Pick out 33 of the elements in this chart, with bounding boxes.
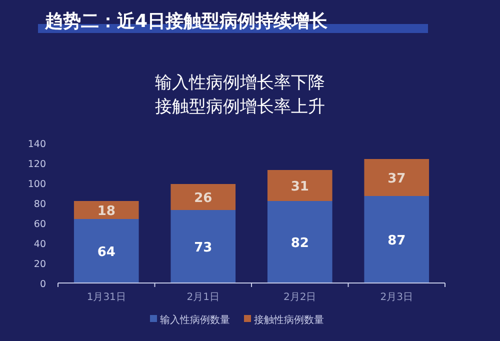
y-tick-label: 100: [28, 179, 46, 190]
y-tick-label: 20: [34, 259, 46, 270]
x-tick-label: 2月2日: [284, 292, 316, 303]
y-tick-label: 60: [34, 219, 46, 230]
data-label: 64: [97, 245, 116, 260]
bar: [170, 184, 236, 210]
data-label: 82: [290, 236, 309, 251]
bar: [74, 219, 139, 283]
y-tick-label: 0: [40, 279, 46, 290]
bar: [170, 210, 236, 283]
x-tick-label: 2月3日: [380, 292, 413, 303]
y-tick-label: 80: [34, 199, 46, 210]
chart-subtitle: 输入性病例增长率下降: [155, 73, 325, 93]
y-tick-label: 120: [28, 159, 46, 170]
bar: [364, 196, 430, 283]
bar: [267, 201, 332, 283]
data-label: 18: [97, 204, 116, 219]
legend-label: 接触性病例数量: [254, 314, 324, 326]
x-tick-label: 1月31日: [86, 292, 126, 303]
chart-title: 趋势二：近4日接触型病例持续增长: [44, 11, 329, 32]
data-label: 26: [194, 191, 212, 206]
y-tick-label: 40: [34, 239, 46, 250]
data-label: 31: [290, 180, 309, 194]
y-tick-label: 140: [28, 139, 46, 150]
text: 接触型病例增长率上升: [155, 97, 325, 117]
bar: [364, 159, 430, 196]
x-tick-label: 2月1日: [186, 292, 220, 303]
legend-label: 输入性病例数量: [160, 314, 230, 326]
data-label: 37: [388, 172, 406, 186]
bar: [267, 170, 332, 201]
data-label: 73: [194, 240, 212, 256]
bar: [74, 201, 139, 219]
data-label: 87: [388, 234, 406, 248]
